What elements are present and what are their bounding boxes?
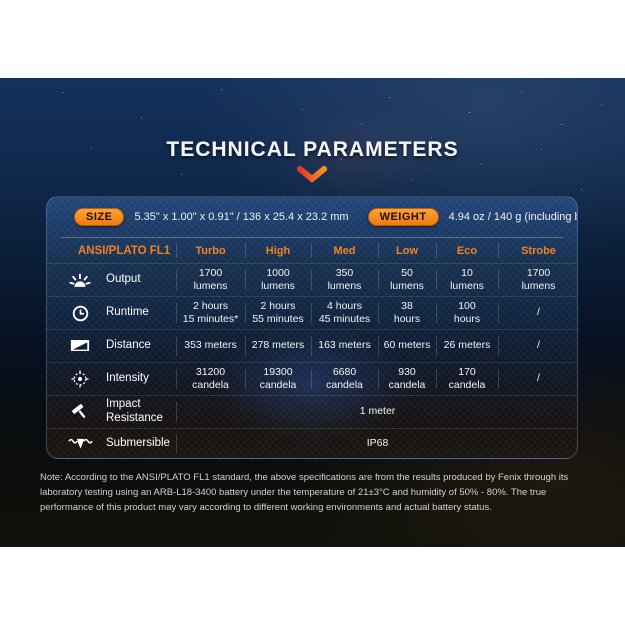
impact-resistance-icon	[65, 403, 95, 421]
intensity-eco: 170 candela	[436, 363, 498, 395]
distance-icon	[65, 339, 95, 352]
intensity-turbo: 31200 candela	[176, 363, 245, 395]
row-label-intensity: Intensity	[106, 372, 149, 385]
weight-badge: WEIGHT	[367, 208, 439, 226]
runtime-icon	[65, 305, 95, 322]
distance-eco: 26 meters	[436, 330, 498, 362]
table-row-intensity: Intensity 31200 candela 19300 candela 66…	[47, 362, 577, 395]
mode-header-med: Med	[311, 238, 378, 263]
intensity-low: 930 candela	[378, 363, 436, 395]
mode-header-high: High	[245, 238, 311, 263]
runtime-turbo: 2 hours 15 minutes*	[176, 297, 245, 329]
table-header-row: ANSI/PLATO FL1 Turbo High Med Low Eco St…	[47, 238, 577, 263]
mode-header-eco: Eco	[436, 238, 498, 263]
table-row-output: Output 1700 lumens 1000 lumens 350 lumen…	[47, 263, 577, 296]
row-label-output: Output	[106, 273, 141, 286]
distance-high: 278 meters	[245, 330, 311, 362]
top-white-bar	[0, 0, 625, 78]
submersible-value: IP68	[176, 429, 577, 458]
runtime-strobe: /	[498, 297, 577, 329]
intensity-med: 6680 candela	[311, 363, 378, 395]
table-row-impact-resistance: Impact Resistance 1 meter	[47, 395, 577, 428]
output-eco: 10 lumens	[436, 264, 498, 296]
mode-header-strobe: Strobe	[498, 238, 577, 263]
divider	[61, 237, 563, 238]
output-icon	[65, 273, 95, 288]
table-row-distance: Distance 353 meters 278 meters 163 meter…	[47, 329, 577, 362]
size-value: 5.35" x 1.00" x 0.91" / 136 x 25.4 x 23.…	[134, 211, 349, 223]
runtime-med: 4 hours 45 minutes	[311, 297, 378, 329]
intensity-strobe: /	[498, 363, 577, 395]
output-low: 50 lumens	[378, 264, 436, 296]
row-label-submersible: Submersible	[106, 436, 170, 449]
output-turbo: 1700 lumens	[176, 264, 245, 296]
spec-panel: SIZE 5.35" x 1.00" x 0.91" / 136 x 25.4 …	[46, 196, 578, 459]
table-row-submersible: Submersible IP68	[47, 428, 577, 458]
size-badge: SIZE	[74, 208, 125, 226]
page-title: TECHNICAL PARAMETERS	[166, 138, 459, 161]
row-label-distance: Distance	[106, 339, 151, 352]
distance-turbo: 353 meters	[176, 330, 245, 362]
distance-med: 163 meters	[311, 330, 378, 362]
weight-value: 4.94 oz / 140 g (including battery).	[448, 211, 577, 223]
runtime-eco: 100 hours	[436, 297, 498, 329]
mode-header-low: Low	[378, 238, 436, 263]
stars-decoration	[0, 78, 1, 79]
distance-low: 60 meters	[378, 330, 436, 362]
distance-strobe: /	[498, 330, 577, 362]
row-label-runtime: Runtime	[106, 306, 149, 319]
bottom-white-bar	[0, 547, 625, 625]
row-label-impact-resistance: Impact Resistance	[106, 398, 163, 424]
output-strobe: 1700 lumens	[498, 264, 577, 296]
intensity-high: 19300 candela	[245, 363, 311, 395]
chevron-down-icon	[297, 166, 327, 183]
impact-resistance-value: 1 meter	[176, 396, 577, 428]
runtime-low: 38 hours	[378, 297, 436, 329]
intensity-icon	[65, 370, 95, 388]
mode-header-turbo: Turbo	[176, 238, 245, 263]
table-row-runtime: Runtime 2 hours 15 minutes* 2 hours 55 m…	[47, 296, 577, 329]
size-weight-row: SIZE 5.35" x 1.00" x 0.91" / 136 x 25.4 …	[47, 197, 577, 237]
runtime-high: 2 hours 55 minutes	[245, 297, 311, 329]
footnote: Note: According to the ANSI/PLATO FL1 st…	[40, 472, 569, 513]
table-header-standard: ANSI/PLATO FL1	[78, 244, 171, 257]
output-med: 350 lumens	[311, 264, 378, 296]
output-high: 1000 lumens	[245, 264, 311, 296]
submersible-icon	[65, 437, 95, 450]
